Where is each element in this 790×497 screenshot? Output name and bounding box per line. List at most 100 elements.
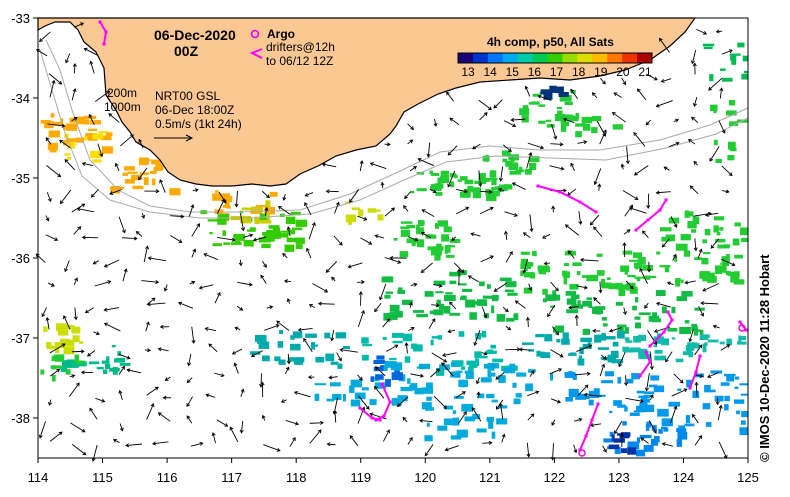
sst-pixel bbox=[720, 263, 725, 265]
sst-pixel bbox=[358, 209, 363, 216]
sst-pixel bbox=[715, 159, 722, 163]
sst-pixel bbox=[644, 445, 654, 452]
sst-pixel bbox=[84, 136, 88, 140]
sst-pixel bbox=[724, 404, 729, 410]
lat-tick-label: -38 bbox=[11, 411, 30, 426]
sst-pixel bbox=[629, 260, 640, 262]
sst-pixel bbox=[733, 239, 740, 246]
current-arrow bbox=[635, 166, 649, 175]
current-arrow bbox=[158, 348, 168, 351]
lat-tick-label: -35 bbox=[11, 171, 30, 186]
sst-pixel bbox=[681, 234, 691, 240]
sst-pixel bbox=[535, 334, 544, 337]
current-arrow bbox=[575, 315, 578, 326]
lon-tick-label: 116 bbox=[157, 470, 178, 485]
sst-pixel bbox=[526, 384, 532, 386]
sst-pixel bbox=[701, 258, 708, 264]
sst-pixel bbox=[677, 389, 681, 391]
current-arrow bbox=[551, 443, 554, 459]
sst-pixel bbox=[565, 397, 572, 402]
sst-pixel bbox=[64, 153, 70, 155]
drifter-fix bbox=[649, 345, 652, 348]
sst-pixel bbox=[580, 338, 592, 343]
current-arrow bbox=[49, 74, 62, 84]
current-arrow bbox=[333, 411, 336, 423]
sst-pixel bbox=[466, 361, 475, 366]
sst-pixel bbox=[686, 211, 694, 216]
sst-pixel bbox=[214, 196, 221, 200]
sst-pixel bbox=[734, 399, 744, 403]
drifter-fix bbox=[379, 419, 382, 422]
sst-pixel bbox=[336, 332, 347, 338]
sst-pixel bbox=[734, 255, 743, 259]
current-arrow bbox=[574, 418, 582, 421]
drifter-fix bbox=[595, 211, 598, 214]
current-arrow bbox=[717, 30, 723, 33]
sst-pixel bbox=[605, 336, 616, 339]
sst-pixel bbox=[702, 239, 707, 243]
current-arrow bbox=[46, 216, 49, 221]
sst-pixel bbox=[385, 379, 391, 387]
current-arrow bbox=[262, 416, 265, 421]
sst-pixel bbox=[595, 311, 601, 315]
sst-pixel bbox=[492, 400, 498, 403]
current-arrow bbox=[46, 235, 58, 241]
current-arrow bbox=[230, 427, 238, 442]
argo-float bbox=[579, 450, 585, 456]
current-arrow bbox=[375, 235, 384, 238]
current-arrow bbox=[515, 301, 525, 308]
sst-pixel bbox=[661, 427, 667, 429]
drifter-fix bbox=[667, 311, 670, 314]
colorbar-tick-label: 20 bbox=[616, 65, 630, 79]
current-arrow bbox=[643, 231, 649, 238]
sst-pixel bbox=[50, 147, 57, 153]
sst-pixel bbox=[260, 220, 271, 224]
sst-pixel bbox=[424, 435, 432, 441]
sst-pixel bbox=[603, 323, 608, 326]
drifter-fix bbox=[645, 351, 648, 354]
current-arrow bbox=[170, 236, 181, 243]
current-arrow bbox=[480, 113, 487, 120]
sst-pixel bbox=[89, 361, 99, 364]
sst-pixel bbox=[315, 383, 326, 385]
sst-pixel bbox=[102, 146, 113, 153]
current-arrow bbox=[191, 442, 203, 446]
drifter-fix bbox=[99, 21, 102, 24]
drifters-label: drifters@12h bbox=[266, 40, 335, 54]
current-arrow bbox=[543, 234, 550, 238]
current-arrow bbox=[482, 307, 487, 318]
current-arrow bbox=[722, 190, 729, 193]
sst-pixel bbox=[635, 264, 638, 269]
sst-pixel bbox=[106, 356, 109, 363]
sst-pixel bbox=[416, 314, 428, 317]
sst-pixel bbox=[244, 240, 254, 247]
sst-pixel bbox=[575, 131, 582, 137]
sst-pixel bbox=[231, 242, 242, 245]
sst-pixel bbox=[677, 296, 687, 301]
current-arrow bbox=[505, 348, 520, 351]
sst-pixel bbox=[545, 294, 555, 301]
sst-pixel bbox=[315, 357, 324, 362]
current-arrow bbox=[692, 415, 698, 423]
current-arrow bbox=[579, 211, 582, 224]
sst-pixel bbox=[325, 354, 334, 362]
current-arrow bbox=[120, 423, 123, 430]
sst-pixel bbox=[262, 232, 267, 235]
current-arrow bbox=[404, 206, 408, 212]
sst-pixel bbox=[435, 223, 439, 229]
sst-pixel bbox=[452, 418, 459, 426]
lat-tick-label: -34 bbox=[11, 91, 30, 106]
drifter-fix bbox=[389, 401, 392, 404]
current-arrow bbox=[722, 50, 732, 54]
current-arrow bbox=[209, 344, 217, 352]
sst-pixel bbox=[389, 358, 396, 360]
drifter-fix bbox=[537, 185, 540, 188]
sst-pixel bbox=[591, 127, 597, 133]
current-arrow bbox=[46, 165, 60, 176]
current-arrow bbox=[66, 54, 70, 63]
sst-pixel bbox=[296, 220, 307, 227]
sst-pixel bbox=[459, 331, 465, 337]
sst-pixel bbox=[417, 188, 427, 191]
current-arrow bbox=[261, 275, 266, 283]
drifter-track bbox=[636, 200, 666, 230]
